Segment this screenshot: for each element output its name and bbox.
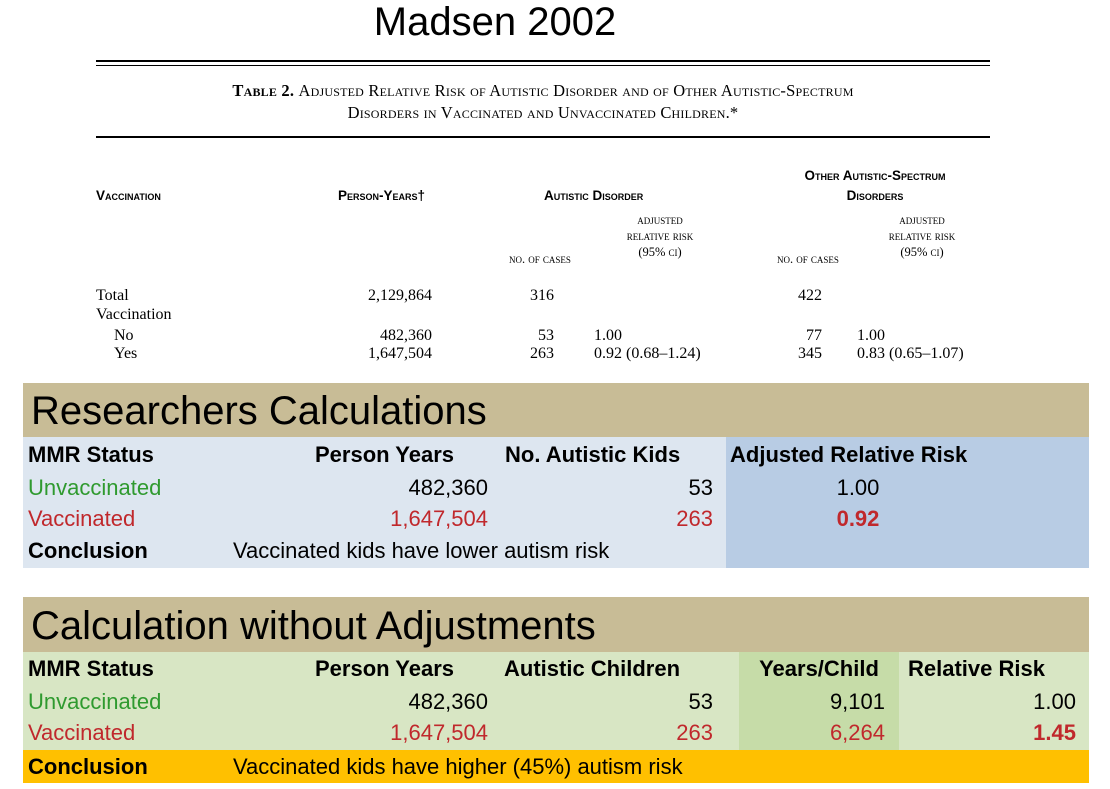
without-unvaccinated-person-years: 482,360 bbox=[408, 689, 488, 714]
subheader-oasd-cases: no. of cases bbox=[777, 252, 839, 266]
without-vaccinated-risk: 1.45 bbox=[1033, 720, 1076, 745]
without-unvaccinated-count: 53 bbox=[688, 689, 713, 714]
header-person-years: Person-Years† bbox=[338, 188, 426, 203]
researchers-title: Researchers Calculations bbox=[31, 389, 487, 433]
row-no-label: No bbox=[114, 327, 134, 344]
yes-ad-rr: 0.92 (0.68–1.24) bbox=[594, 345, 701, 362]
subheader-ad-adjusted: adjusted relative risk (95% ci) bbox=[600, 212, 720, 260]
subheader-oasd-adjusted: adjusted relative risk (95% ci) bbox=[862, 212, 982, 260]
researchers-panel: Researchers Calculations MMR Status Pers… bbox=[23, 383, 1089, 568]
caption-label: Table 2. bbox=[232, 81, 295, 100]
researchers-title-band: Researchers Calculations bbox=[23, 383, 1089, 437]
without-header-years-child: Years/Child bbox=[759, 656, 879, 681]
yes-oasd-cases: 345 bbox=[798, 345, 822, 362]
subheader-ad-adj-1: adjusted bbox=[637, 213, 683, 227]
researchers-body bbox=[23, 437, 726, 568]
without-header-person-years: Person Years bbox=[315, 656, 455, 681]
no-oasd-rr: 1.00 bbox=[857, 327, 885, 344]
header-autistic-disorder: Autistic Disorder bbox=[544, 188, 644, 203]
without-vaccinated-years-child: 6,264 bbox=[829, 720, 885, 745]
no-ad-cases: 53 bbox=[538, 327, 554, 344]
researchers-header-mmr: MMR Status bbox=[28, 442, 154, 467]
without-header-mmr: MMR Status bbox=[28, 656, 154, 681]
without-header-rr: Relative Risk bbox=[908, 656, 1045, 681]
without-years-column bbox=[739, 652, 899, 750]
researchers-header-autistic: No. Autistic Kids bbox=[505, 442, 681, 467]
researchers-unvaccinated-label: Unvaccinated bbox=[28, 475, 162, 500]
without-vaccinated-label: Vaccinated bbox=[28, 720, 136, 745]
without-header-autistic: Autistic Children bbox=[504, 656, 681, 681]
subheader-ad-adj-3: (95% ci) bbox=[638, 245, 682, 259]
without-title-band: Calculation without Adjustments bbox=[23, 597, 1089, 652]
subheader-oasd-adj-3: (95% ci) bbox=[900, 245, 944, 259]
slide-title: Madsen 2002 bbox=[373, 0, 617, 44]
top-rule-1 bbox=[96, 60, 990, 62]
subheader-oasd-adj-2: relative risk bbox=[888, 229, 956, 243]
researchers-unvaccinated-count: 53 bbox=[688, 475, 713, 500]
without-conclusion-bar bbox=[23, 750, 1089, 783]
researchers-vaccinated-person-years: 1,647,504 bbox=[390, 506, 488, 531]
yes-person-years: 1,647,504 bbox=[368, 345, 432, 362]
researchers-vaccinated-risk: 0.92 bbox=[836, 506, 880, 531]
yes-ad-cases: 263 bbox=[530, 345, 554, 362]
header-vaccination: Vaccination bbox=[96, 188, 161, 203]
total-ad-cases: 316 bbox=[530, 287, 554, 304]
without-conclusion-label: Conclusion bbox=[28, 754, 148, 779]
without-adjustments-panel: Calculation without Adjustments MMR Stat… bbox=[23, 597, 1089, 783]
researchers-unvaccinated-person-years: 482,360 bbox=[408, 475, 488, 500]
total-person-years: 2,129,864 bbox=[368, 287, 432, 304]
subheader-ad-adj-2: relative risk bbox=[626, 229, 694, 243]
without-title: Calculation without Adjustments bbox=[31, 604, 596, 648]
subheader-ad-cases: no. of cases bbox=[509, 252, 571, 266]
total-oasd-cases: 422 bbox=[798, 287, 822, 304]
researchers-vaccinated-label: Vaccinated bbox=[28, 506, 136, 531]
without-vaccinated-count: 263 bbox=[676, 720, 713, 745]
without-body bbox=[23, 652, 1089, 750]
without-unvaccinated-label: Unvaccinated bbox=[28, 689, 162, 714]
row-vaccination-label: Vaccination bbox=[96, 306, 172, 323]
researchers-conclusion-text: Vaccinated kids have lower autism risk bbox=[233, 538, 610, 563]
no-oasd-cases: 77 bbox=[806, 327, 822, 344]
without-unvaccinated-risk: 1.00 bbox=[1033, 689, 1076, 714]
researchers-header-person-years: Person Years bbox=[315, 442, 455, 467]
without-unvaccinated-years-child: 9,101 bbox=[829, 689, 885, 714]
row-yes-label: Yes bbox=[114, 345, 138, 362]
row-total-label: Total bbox=[96, 287, 129, 304]
without-conclusion-text: Vaccinated kids have higher (45%) autism… bbox=[233, 754, 683, 779]
researchers-header-arr: Adjusted Relative Risk bbox=[730, 442, 968, 467]
researchers-vaccinated-count: 263 bbox=[676, 506, 713, 531]
header-other-asd-line1: Other Autistic-Spectrum bbox=[804, 168, 946, 183]
researchers-risk-column bbox=[726, 437, 1089, 568]
caption-line-2: Disorders in Vaccinated and Unvaccinated… bbox=[347, 103, 739, 122]
caption-rule bbox=[96, 136, 990, 138]
without-vaccinated-person-years: 1,647,504 bbox=[390, 720, 488, 745]
no-ad-rr: 1.00 bbox=[594, 327, 622, 344]
header-other-asd-line2: Disorders bbox=[846, 188, 904, 203]
researchers-unvaccinated-risk: 1.00 bbox=[836, 475, 880, 500]
researchers-conclusion-label: Conclusion bbox=[28, 538, 148, 563]
caption-line-1: Adjusted Relative Risk of Autistic Disor… bbox=[298, 81, 854, 100]
yes-oasd-rr: 0.83 (0.65–1.07) bbox=[857, 345, 964, 362]
no-person-years: 482,360 bbox=[380, 327, 432, 344]
top-rule-2 bbox=[96, 65, 990, 66]
subheader-oasd-adj-1: adjusted bbox=[899, 213, 945, 227]
table-caption: Table 2. Adjusted Relative Risk of Autis… bbox=[96, 80, 990, 124]
